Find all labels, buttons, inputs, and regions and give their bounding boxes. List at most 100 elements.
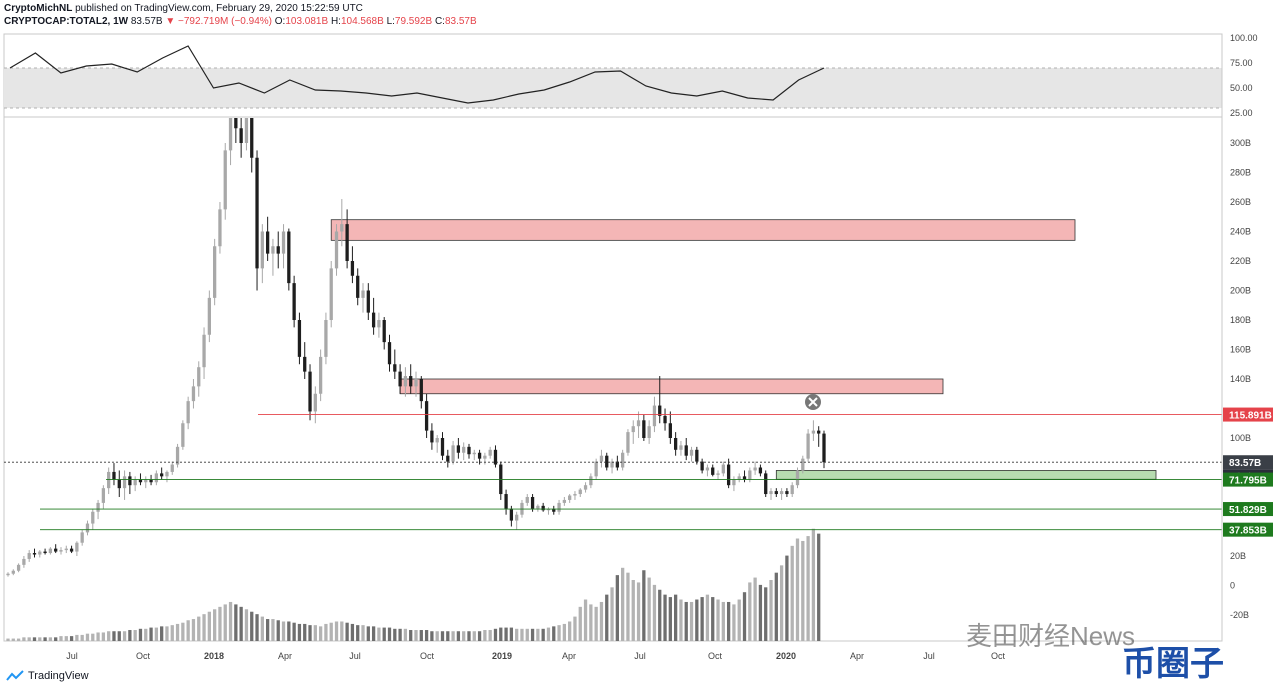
- candle-body[interactable]: [75, 542, 79, 552]
- candle-body[interactable]: [462, 446, 466, 453]
- candle-body[interactable]: [668, 423, 672, 438]
- candle-body[interactable]: [663, 415, 667, 424]
- candle-body[interactable]: [85, 523, 90, 533]
- candle-body[interactable]: [38, 551, 42, 555]
- candle-body[interactable]: [562, 499, 567, 503]
- candle-body[interactable]: [594, 461, 598, 477]
- candle-body[interactable]: [213, 246, 217, 298]
- candle-body[interactable]: [117, 479, 121, 489]
- candle-body[interactable]: [382, 320, 386, 343]
- candle-body[interactable]: [218, 209, 222, 247]
- candle-body[interactable]: [239, 128, 243, 143]
- candle-body[interactable]: [197, 367, 201, 387]
- candle-body[interactable]: [568, 495, 572, 500]
- candle-body[interactable]: [764, 473, 768, 495]
- candle-body[interactable]: [313, 393, 317, 412]
- candle-body[interactable]: [790, 485, 794, 495]
- candle-body[interactable]: [64, 548, 68, 551]
- candle-body[interactable]: [679, 445, 683, 450]
- candle-body[interactable]: [133, 479, 137, 486]
- candle-body[interactable]: [705, 467, 710, 471]
- tradingview-brand[interactable]: TradingView: [6, 670, 89, 682]
- candle-body[interactable]: [202, 334, 206, 368]
- candle-body[interactable]: [303, 356, 307, 372]
- candle-body[interactable]: [32, 553, 37, 555]
- candle-body[interactable]: [658, 405, 662, 416]
- candle-body[interactable]: [795, 470, 800, 486]
- candle-body[interactable]: [483, 455, 487, 459]
- candle-body[interactable]: [467, 446, 471, 455]
- candle-body[interactable]: [456, 445, 461, 453]
- candle-body[interactable]: [493, 449, 498, 465]
- candle-body[interactable]: [589, 476, 593, 486]
- candle-body[interactable]: [801, 458, 805, 471]
- candle-body[interactable]: [255, 157, 259, 269]
- candle-body[interactable]: [552, 508, 556, 512]
- candle-body[interactable]: [250, 118, 254, 158]
- candle-body[interactable]: [207, 297, 211, 335]
- candle-body[interactable]: [546, 508, 551, 511]
- candle-body[interactable]: [59, 550, 63, 552]
- candle-body[interactable]: [515, 514, 519, 521]
- candle-body[interactable]: [191, 386, 196, 402]
- candle-body[interactable]: [271, 246, 275, 254]
- candle-body[interactable]: [477, 452, 482, 459]
- symbol[interactable]: CRYPTOCAP:TOTAL2, 1W: [4, 16, 129, 27]
- candle-body[interactable]: [181, 423, 185, 447]
- candle-body[interactable]: [318, 356, 323, 394]
- candle-body[interactable]: [716, 473, 720, 475]
- candle-body[interactable]: [737, 476, 741, 480]
- resistance-zone[interactable]: [330, 219, 1076, 241]
- candle-body[interactable]: [138, 479, 143, 483]
- candle-body[interactable]: [287, 231, 291, 284]
- candle-body[interactable]: [170, 464, 174, 472]
- candle-body[interactable]: [308, 371, 312, 412]
- candle-body[interactable]: [504, 494, 508, 509]
- candle-body[interactable]: [726, 464, 731, 486]
- candle-body[interactable]: [753, 467, 757, 471]
- candle-body[interactable]: [769, 491, 773, 495]
- candle-body[interactable]: [43, 551, 47, 554]
- candle-body[interactable]: [265, 231, 270, 254]
- candle-body[interactable]: [54, 548, 58, 552]
- candle-body[interactable]: [281, 231, 286, 254]
- candle-body[interactable]: [610, 461, 614, 468]
- candle-body[interactable]: [160, 473, 164, 477]
- candle-body[interactable]: [557, 502, 561, 512]
- candle-body[interactable]: [377, 320, 381, 328]
- candle-body[interactable]: [409, 376, 413, 387]
- candle-body[interactable]: [361, 290, 365, 298]
- candle-body[interactable]: [435, 438, 439, 443]
- candle-body[interactable]: [27, 553, 31, 559]
- candle-body[interactable]: [403, 376, 408, 387]
- candle-body[interactable]: [101, 488, 106, 503]
- candle-body[interactable]: [228, 118, 233, 151]
- candle-body[interactable]: [652, 405, 657, 427]
- candle-body[interactable]: [260, 231, 264, 269]
- candle-body[interactable]: [758, 467, 763, 474]
- candle-body[interactable]: [387, 342, 392, 365]
- candle-body[interactable]: [573, 494, 577, 496]
- close-zone-icon[interactable]: [805, 394, 821, 410]
- candle-body[interactable]: [779, 491, 784, 495]
- candle-body[interactable]: [22, 558, 26, 565]
- candle-body[interactable]: [774, 491, 778, 495]
- candle-body[interactable]: [69, 548, 74, 552]
- resistance-zone[interactable]: [399, 378, 944, 395]
- support-zone[interactable]: [775, 470, 1157, 480]
- candle-body[interactable]: [91, 511, 95, 524]
- candle-body[interactable]: [276, 246, 280, 254]
- candle-body[interactable]: [583, 485, 588, 490]
- candle-body[interactable]: [525, 497, 529, 503]
- candle-body[interactable]: [96, 502, 100, 512]
- candle-body[interactable]: [292, 283, 296, 320]
- candle-body[interactable]: [541, 505, 545, 511]
- candle-body[interactable]: [340, 224, 344, 232]
- author[interactable]: CryptoMichNL: [4, 3, 73, 14]
- candle-body[interactable]: [6, 573, 10, 576]
- candle-body[interactable]: [329, 268, 333, 320]
- candle-body[interactable]: [175, 446, 180, 465]
- candle-body[interactable]: [806, 433, 810, 459]
- candle-body[interactable]: [636, 420, 641, 427]
